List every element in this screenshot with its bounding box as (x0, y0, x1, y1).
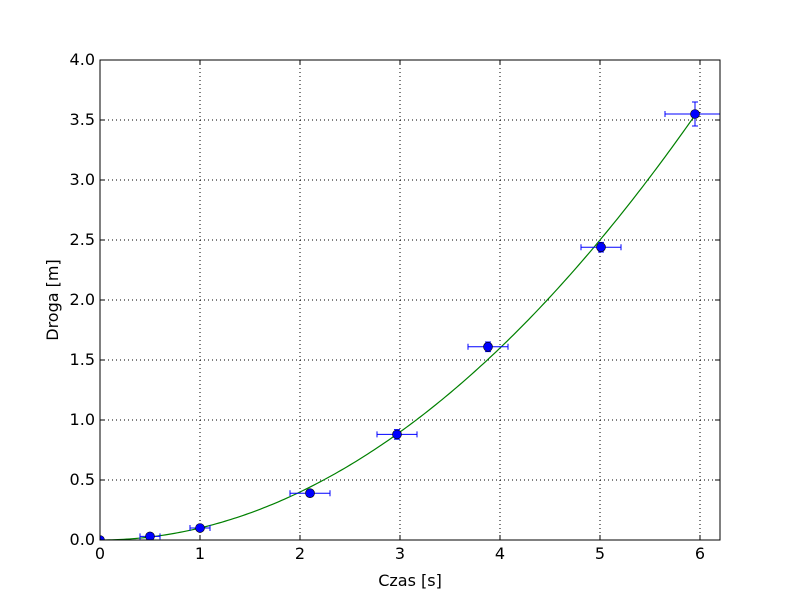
data-point-group (580, 241, 622, 253)
data-point (596, 242, 606, 252)
axis-ticks: 0 1 2 3 4 5 6 0.0 0.5 1.0 1.5 2.0 2.5 3.0 3.5 4.0 (70, 50, 720, 563)
data-point-group (100, 535, 105, 540)
y-tick-label: 0.5 (70, 470, 95, 489)
x-tick-label: 4 (495, 544, 505, 563)
data-point (305, 488, 315, 499)
y-tick-label: 2.0 (70, 290, 95, 309)
data-point-group (376, 429, 418, 440)
y-tick-label: 3.5 (70, 110, 95, 129)
x-tick-label: 3 (395, 544, 405, 563)
data-point-group (289, 488, 331, 499)
x-tick-label: 5 (595, 544, 605, 563)
data-point (195, 523, 205, 533)
data-point (145, 531, 155, 540)
y-axis-label: Droga [m] (43, 259, 62, 340)
x-axis-label: Czas [s] (378, 571, 442, 590)
y-tick-label: 4.0 (70, 50, 95, 69)
x-tick-label: 2 (295, 544, 305, 563)
y-tick-label: 3.0 (70, 170, 95, 189)
x-tick-label: 6 (695, 544, 705, 563)
y-tick-label: 2.5 (70, 230, 95, 249)
y-tick-label: 1.5 (70, 350, 95, 369)
data-point (690, 109, 700, 119)
y-tick-label: 1.0 (70, 410, 95, 429)
data-point-group (139, 531, 161, 540)
data-point-group (467, 341, 509, 353)
x-tick-label: 1 (195, 544, 205, 563)
data-point-group (189, 523, 211, 533)
data-point (392, 429, 402, 440)
data-points-layer (100, 101, 720, 540)
data-point (100, 535, 105, 540)
data-point-group (664, 101, 720, 127)
y-tick-label: 0.0 (70, 530, 95, 549)
x-tick-label: 0 (95, 544, 105, 563)
data-point (483, 341, 493, 352)
